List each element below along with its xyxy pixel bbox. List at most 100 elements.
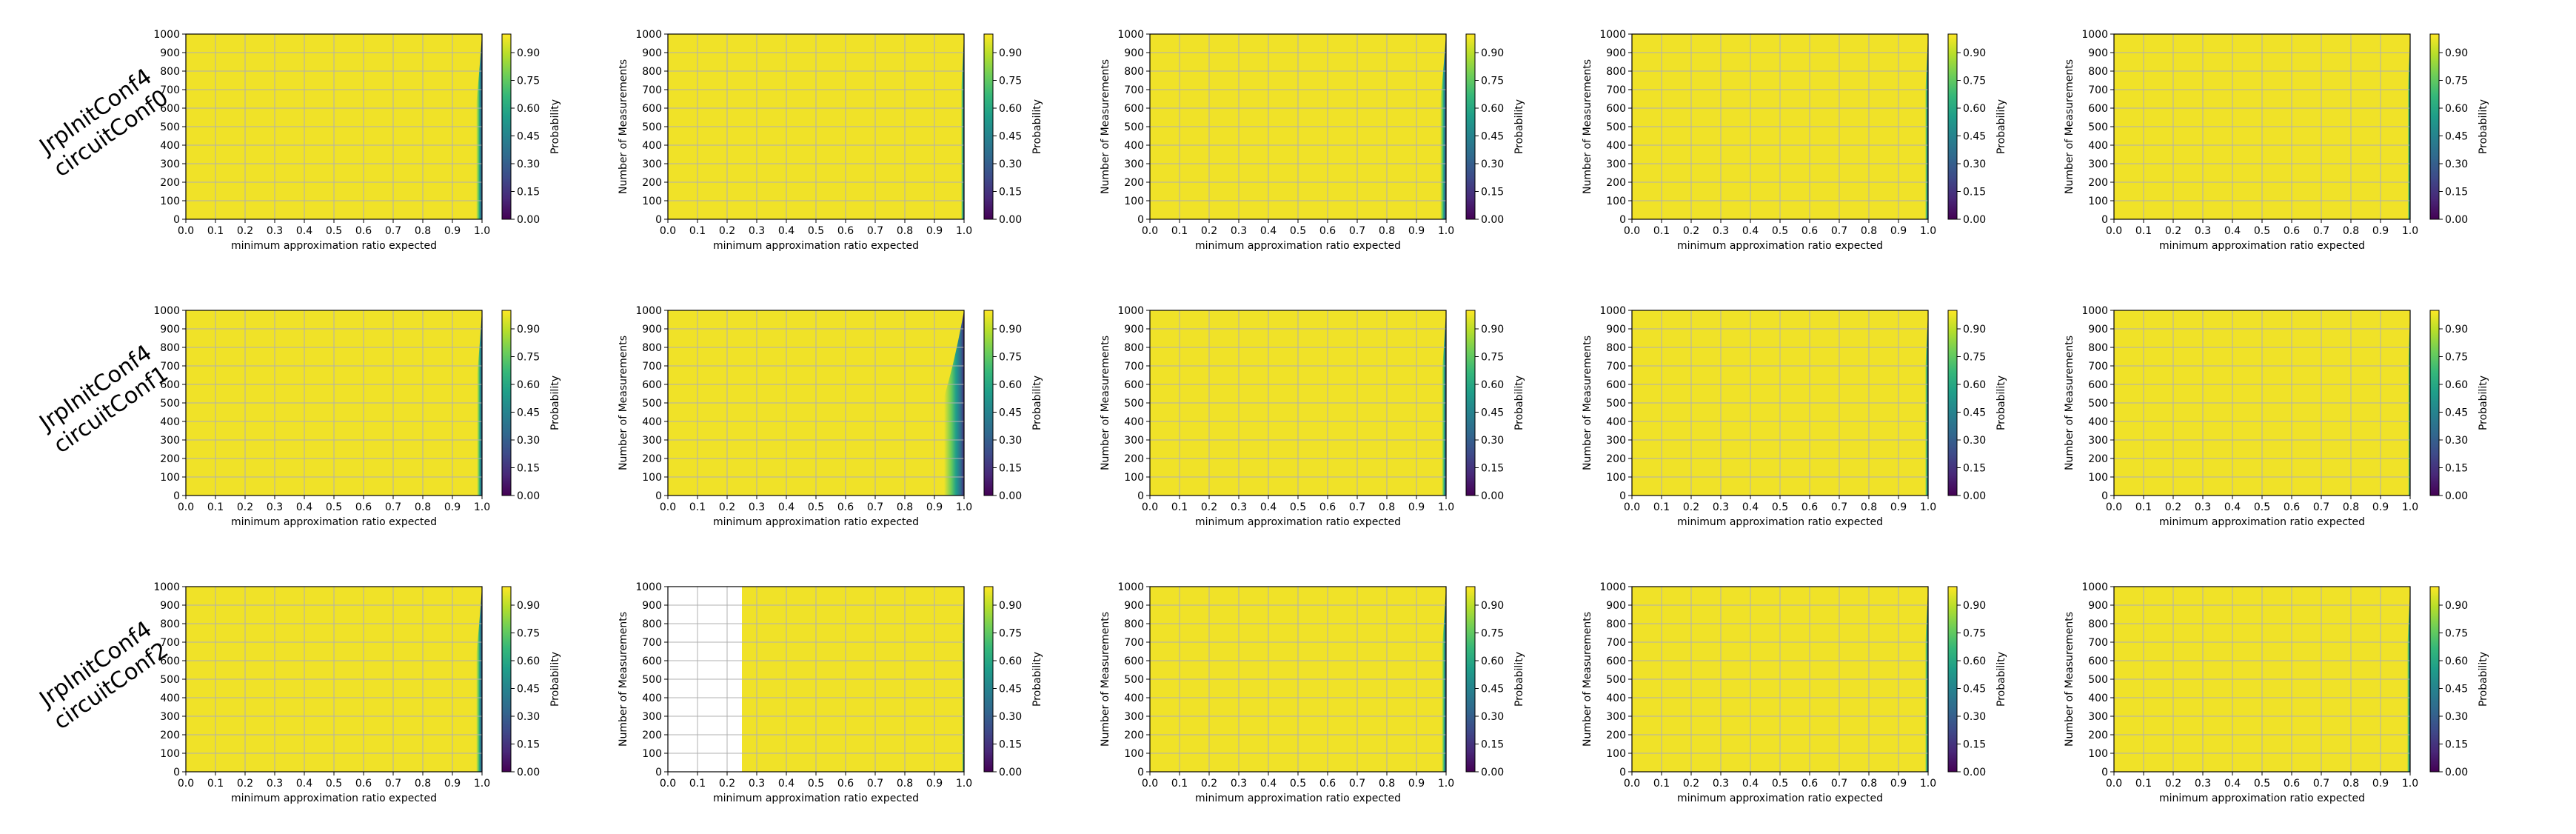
x-tick-label: 0.8 (1379, 501, 1395, 513)
y-tick-label: 300 (642, 159, 662, 170)
x-tick-label: 0.2 (237, 225, 253, 237)
x-tick-label: 0.9 (1408, 501, 1425, 513)
colorbar (501, 310, 512, 496)
x-tick-label: 0.8 (897, 778, 913, 790)
colorbar-tick-label: 0.60 (517, 103, 540, 115)
y-tick-label: 600 (1606, 379, 1626, 391)
colorbar-tick-label: 0.45 (999, 407, 1022, 419)
colorbar-tick-label: 0.90 (1963, 324, 1986, 336)
y-tick-label: 0 (1619, 767, 1626, 778)
x-tick-label: 0.7 (2313, 225, 2329, 237)
x-tick-label: 0.5 (1772, 778, 1788, 790)
colorbar-label: Probability (1031, 376, 1043, 430)
y-tick-label: 400 (1124, 140, 1144, 152)
x-tick-label: 0.4 (1742, 501, 1759, 513)
y-tick-label: 500 (1124, 674, 1144, 686)
y-tick-label: 1000 (153, 305, 180, 317)
y-tick-label: 0 (2101, 490, 2108, 502)
y-tick-label: 700 (1606, 361, 1626, 373)
x-tick-label: 0.0 (2106, 501, 2122, 513)
y-tick-label: 200 (160, 730, 180, 741)
x-tick-label: 0.2 (1683, 225, 1699, 237)
y-tick-label: 900 (1124, 47, 1144, 59)
y-tick-label: 1000 (1117, 305, 1144, 317)
y-tick-label: 100 (642, 472, 662, 484)
colorbar-tick-label: 0.00 (1963, 767, 1986, 778)
x-tick-label: 0.9 (2372, 225, 2389, 237)
colorbar-tick-label: 0.30 (2445, 435, 2468, 447)
x-tick-label: 0.8 (415, 501, 431, 513)
colorbar (983, 33, 994, 220)
y-tick-label: 1000 (1599, 29, 1626, 41)
y-tick-label: 600 (642, 655, 662, 667)
y-tick-label: 800 (2088, 66, 2108, 78)
heatmap-2-3: 0.0 0.1 0.2 0.3 0.4 0.5 0.6 0.7 0.8 0.9 1.0 0 100 200… (1582, 581, 2007, 804)
heatmap-transition-region (887, 310, 964, 496)
x-tick-label: 0.7 (1349, 501, 1365, 513)
colorbar-tick-label: 0.00 (2445, 767, 2468, 778)
y-tick-label: 800 (2088, 618, 2108, 630)
colorbar (501, 586, 512, 773)
x-tick-label: 0.7 (1831, 225, 1847, 237)
colorbar-tick-label: 0.30 (1963, 159, 1986, 170)
y-tick-label: 400 (2088, 693, 2108, 704)
x-tick-label: 0.9 (926, 778, 943, 790)
colorbar-tick-label: 0.30 (517, 435, 540, 447)
heatmap-transition-region (1898, 587, 1928, 772)
y-tick-label: 600 (1124, 103, 1144, 115)
colorbar-label: Probability (1995, 376, 2007, 430)
y-tick-label: 1000 (635, 581, 662, 593)
colorbar-tick-label: 0.00 (2445, 214, 2468, 226)
y-tick-label: 1000 (2081, 581, 2108, 593)
y-tick-label: 1000 (635, 305, 662, 317)
y-tick-label: 0 (173, 214, 180, 226)
colorbar-tick-label: 0.45 (1481, 684, 1504, 695)
x-tick-label: 0.1 (1653, 501, 1670, 513)
colorbar-tick-label: 0.45 (1481, 407, 1504, 419)
heatmap-transition-region (940, 587, 964, 772)
y-tick-label: 500 (642, 674, 662, 686)
colorbar-tick-label: 0.30 (999, 435, 1022, 447)
colorbar-tick-label: 0.30 (1963, 711, 1986, 723)
x-tick-label: 0.4 (1742, 778, 1759, 790)
y-tick-label: 600 (2088, 379, 2108, 391)
x-tick-label: 0.6 (355, 501, 372, 513)
colorbar-tick-label: 0.15 (1963, 463, 1986, 475)
y-tick-label: 300 (1606, 159, 1626, 170)
x-tick-label: 0.6 (837, 225, 854, 237)
heatmap-transition-region (934, 34, 964, 219)
x-tick-label: 0.6 (1319, 501, 1336, 513)
y-tick-label: 500 (2088, 674, 2108, 686)
y-tick-label: 1000 (153, 581, 180, 593)
y-tick-label: 900 (1124, 324, 1144, 336)
colorbar (2429, 586, 2440, 773)
colorbar (1465, 33, 1476, 220)
x-tick-label: 1.0 (1438, 501, 1454, 513)
x-tick-label: 0.2 (719, 778, 735, 790)
y-tick-label: 100 (1606, 196, 1626, 207)
y-tick-label: 400 (2088, 416, 2108, 428)
x-tick-label: 0.1 (207, 225, 224, 237)
y-tick-label: 500 (642, 121, 662, 133)
heatmap-2-4: 0.0 0.1 0.2 0.3 0.4 0.5 0.6 0.7 0.8 0.9 1.0 0 100 200… (2064, 581, 2489, 804)
y-tick-label: 300 (642, 711, 662, 723)
y-axis-label: Number of Measurements (2064, 336, 2075, 470)
y-tick-label: 1000 (1599, 581, 1626, 593)
colorbar-tick-label: 0.15 (517, 739, 540, 751)
x-tick-label: 0.1 (2135, 778, 2152, 790)
y-tick-label: 100 (642, 748, 662, 760)
y-tick-label: 300 (1124, 159, 1144, 170)
x-tick-label: 0.6 (2284, 225, 2300, 237)
x-tick-label: 0.6 (1319, 778, 1336, 790)
x-axis-label: minimum approximation ratio expected (231, 240, 437, 252)
y-tick-label: 900 (1124, 600, 1144, 612)
colorbar-tick-label: 0.00 (999, 767, 1022, 778)
colorbar-tick-label: 0.30 (1481, 711, 1504, 723)
colorbar-tick-label: 0.00 (1963, 214, 1986, 226)
x-tick-label: 0.2 (719, 501, 735, 513)
y-tick-label: 900 (642, 600, 662, 612)
y-tick-label: 600 (160, 379, 180, 391)
y-tick-label: 0 (1137, 767, 1144, 778)
heatmap-transition-region (1405, 34, 1446, 219)
y-tick-label: 400 (642, 140, 662, 152)
